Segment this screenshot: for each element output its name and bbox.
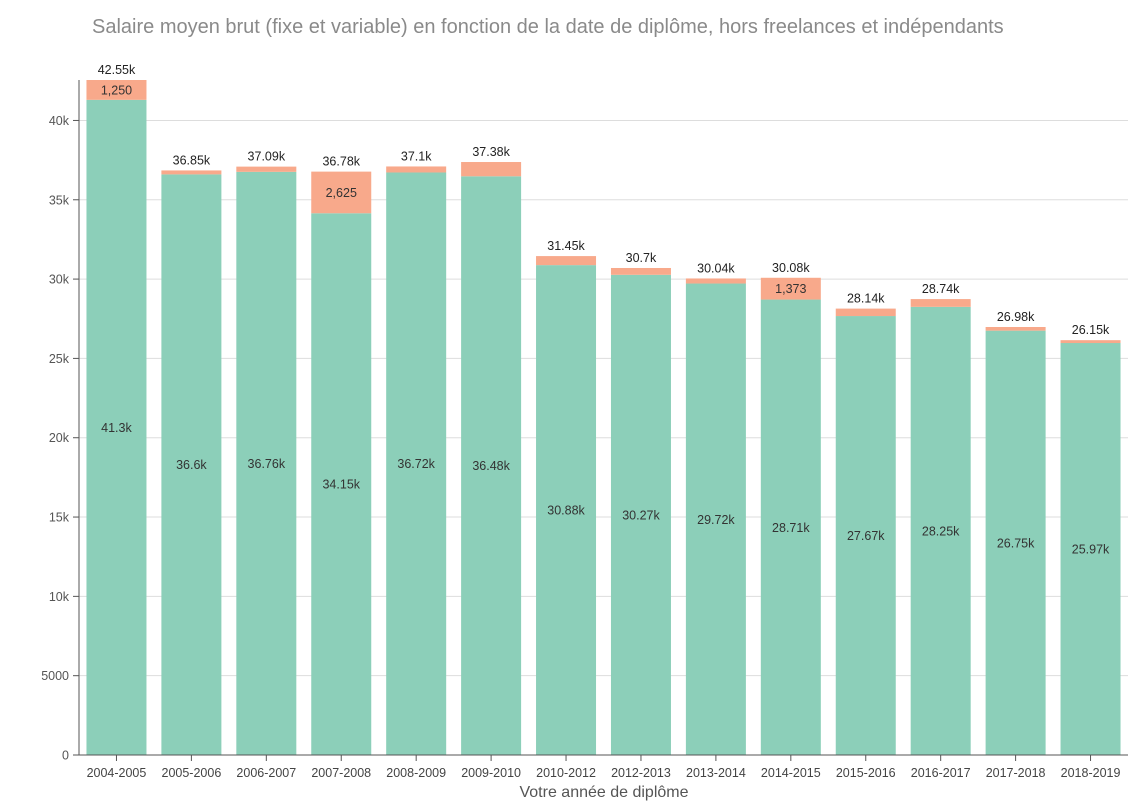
bar-variable-salary	[536, 256, 597, 266]
bar-total-label: 30.7k	[626, 251, 657, 265]
x-tick-label: 2004-2005	[87, 766, 147, 780]
chart-title: Salaire moyen brut (fixe et variable) en…	[92, 16, 1004, 38]
bar-value-label: 27.67k	[847, 529, 885, 543]
bar-variable-salary	[86, 80, 147, 100]
bar-value-label: 41.3k	[101, 421, 132, 435]
x-tick-label: 2017-2018	[986, 766, 1046, 780]
bar-fixed-salary	[835, 316, 896, 755]
bar-value-label: 28.25k	[922, 524, 960, 538]
axes: 0 5000 10k 15k 20k 25k 30k 35k 40k 2004-2005 2005-…	[41, 80, 1128, 780]
bar-variable-salary	[610, 267, 671, 275]
bar-fixed-salary	[161, 174, 222, 756]
y-tick-label: 0	[62, 749, 69, 763]
x-tick-label: 2014-2015	[761, 766, 821, 780]
bar-value-label: 30.88k	[547, 504, 585, 518]
x-tick-label: 2013-2014	[686, 766, 746, 780]
bar-total-label: 28.14k	[847, 292, 885, 306]
bar-total-label: 37.1k	[401, 149, 432, 163]
bar-variable-salary	[760, 277, 821, 300]
bar-variable-salary	[161, 170, 222, 175]
bar-value-label: 26.75k	[997, 536, 1035, 550]
bars	[86, 80, 1121, 756]
y-tick-label: 5000	[41, 669, 69, 683]
bar-variable-salary	[311, 171, 372, 214]
bar-fixed-salary	[1060, 343, 1121, 755]
bar-total-label: 37.38k	[472, 145, 510, 159]
bar-value-label: 34.15k	[322, 478, 360, 492]
x-tick-label: 2005-2006	[162, 766, 222, 780]
bar-value-label: 30.27k	[622, 508, 660, 522]
bar-total-label: 28.74k	[922, 282, 960, 296]
bar-variable-salary	[835, 308, 896, 317]
data-labels: 41.3k 1,250 42.55k 36.6k 36.85k 36.76k 37.09k 3…	[98, 63, 1110, 557]
bar-fixed-salary	[760, 299, 821, 755]
x-tick-label: 2006-2007	[236, 766, 296, 780]
x-tick-label: 2009-2010	[461, 766, 521, 780]
y-tick-label: 10k	[49, 590, 70, 604]
y-tick-label: 15k	[49, 511, 70, 525]
bar-value-label: 36.72k	[397, 457, 435, 471]
bar-fixed-salary	[461, 176, 522, 755]
y-tick-label: 25k	[49, 352, 70, 366]
y-tick-label: 20k	[49, 431, 70, 445]
x-tick-label: 2018-2019	[1061, 766, 1121, 780]
bar-value-label: 36.76k	[248, 457, 286, 471]
bar-total-label: 31.45k	[547, 239, 585, 253]
bar-fixed-salary	[536, 265, 597, 755]
bar-value-label: 36.48k	[472, 459, 510, 473]
bar-fixed-salary	[685, 283, 746, 755]
bar-total-label: 36.85k	[173, 153, 211, 167]
x-tick-label: 2015-2016	[836, 766, 896, 780]
x-axis-title: Votre année de diplôme	[519, 784, 688, 801]
bar-variable-salary	[1060, 340, 1121, 344]
x-tick-label: 2008-2009	[386, 766, 446, 780]
bar-variable-salary	[386, 166, 447, 173]
bar-value-label: 28.71k	[772, 521, 810, 535]
bar-value-label: 25.97k	[1072, 543, 1110, 557]
bar-fixed-salary	[386, 172, 447, 756]
bar-total-label: 30.04k	[697, 261, 735, 275]
bar-total-label: 30.08k	[772, 261, 810, 275]
bar-total-label: 36.78k	[322, 155, 360, 169]
bar-total-label: 37.09k	[248, 150, 286, 164]
bar-variable-salary	[685, 278, 746, 284]
bar-value-label: 29.72k	[697, 513, 735, 527]
bar-fixed-salary	[910, 306, 971, 755]
bar-fixed-salary	[236, 171, 297, 755]
bar-value-label: 36.6k	[176, 458, 207, 472]
bar-fixed-salary	[610, 274, 671, 755]
bar-total-label: 42.55k	[98, 63, 136, 77]
bar-variable-salary	[910, 299, 971, 307]
bar-total-label: 26.98k	[997, 310, 1035, 324]
x-tick-label: 2012-2013	[611, 766, 671, 780]
bar-variable-salary	[461, 162, 522, 177]
bar-fixed-salary	[86, 99, 147, 756]
bar-variable-salary	[985, 326, 1046, 331]
bar-value-label: 1,373	[775, 282, 806, 296]
bar-value-label: 1,250	[101, 83, 132, 97]
bar-value-label: 2,625	[326, 186, 357, 200]
y-tick-label: 40k	[49, 114, 70, 128]
x-tick-label: 2016-2017	[911, 766, 971, 780]
bar-total-label: 26.15k	[1072, 323, 1110, 337]
bar-fixed-salary	[311, 213, 372, 755]
bar-fixed-salary	[985, 330, 1046, 755]
y-tick-label: 35k	[49, 193, 70, 207]
bar-variable-salary	[236, 166, 297, 172]
y-tick-label: 30k	[49, 273, 70, 287]
x-tick-label: 2010-2012	[536, 766, 596, 780]
x-tick-label: 2007-2008	[311, 766, 371, 780]
